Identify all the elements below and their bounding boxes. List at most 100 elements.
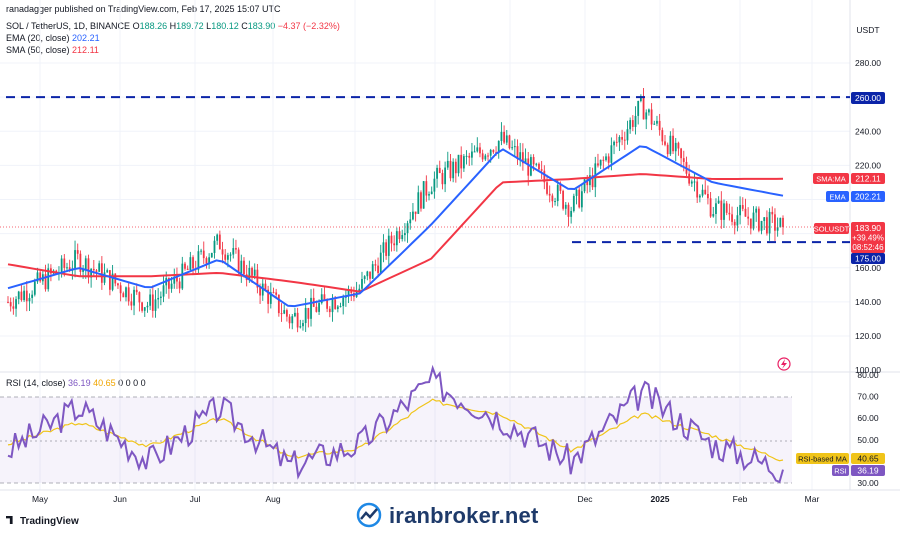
time-tick-label: May [32,494,49,504]
tv-logo-text: TradingView [20,516,79,527]
candle-body [181,263,184,289]
candle-body [342,297,345,307]
candle-body [648,109,650,113]
price-axis[interactable]: 280.00 240.00 220.00 160.00 140.00 120.00 100.… [855,58,881,375]
candle-body [420,192,422,209]
time-tick-label: Jul [190,494,201,504]
symbol-legend[interactable]: SOL / TetherUS, 1D, BINANCE O188.26 H189… [6,21,340,32]
open-value: 188.26 [139,21,168,31]
candle-body [489,149,492,156]
rsi-legend-label: RSI (14, close) [6,378,66,388]
candle-body [256,269,259,288]
candle-body [47,268,50,290]
candle-body [363,276,366,279]
candle-body [680,148,682,159]
candle-body [347,289,350,296]
candle-body [615,141,618,143]
candle-body [452,161,455,179]
candle-body [532,157,535,165]
candle-body [339,306,342,308]
rsi-ma-line [7,398,784,462]
sma-legend[interactable]: SMA (50, close) 212.11 [6,45,99,56]
candle-body [782,217,784,227]
price-tick-label: 280.00 [855,58,881,68]
candle-body [79,253,82,272]
candle-body [492,149,495,153]
ema-tag-value: 202.21 [855,192,881,202]
candle-body [248,267,251,281]
rsi-tag-value: 36.19 [857,466,879,476]
candle-body [519,152,522,160]
candle-body [755,208,758,213]
candle-body [672,135,674,152]
candle-body [398,231,401,240]
candle-body [9,302,12,307]
rsi-tick-label: 50.00 [857,435,879,445]
candle-body [505,135,508,143]
candle-body [653,123,656,125]
low-value: 180.12 [211,21,239,31]
candle-body [556,184,559,202]
candle-body [125,287,127,298]
time-tick-label: Aug [265,494,280,504]
candle-body [715,203,717,215]
candle-body [575,189,578,196]
candle-body [441,173,444,185]
candle-body [60,258,63,274]
candle-body [629,120,632,130]
ema-tag: EMA 202.21 [826,191,885,202]
candle-body [141,302,143,311]
candle-body [551,195,554,202]
lightning-icon[interactable] [777,357,791,371]
sma-tag-value: 212.11 [855,174,881,184]
candle-body [468,155,471,158]
candle-body [221,249,224,255]
candle-body [379,252,382,274]
candle-body [481,153,484,160]
candle-body [382,242,385,253]
change-value: −4.37 (−2.32%) [277,21,340,31]
candle-body [631,120,634,127]
time-axis[interactable]: May Jun Jul Aug Dec 2025 Feb Mar [32,494,820,504]
published-note: ranadagger published on TradingView.com,… [6,4,281,14]
candle-body [414,211,417,214]
candle-body [760,220,763,231]
ema-tag-label: EMA [829,193,845,202]
candle-body [369,271,371,279]
candle-body [393,243,396,246]
price-tag-260-text: 260.00 [855,93,881,103]
price-tick-label: 100.00 [855,365,881,375]
candle-body [583,179,586,192]
candle-body [621,137,624,140]
candle-body [95,270,98,272]
candle-body [127,287,130,302]
candle-body [516,146,519,160]
rsi-legend[interactable]: RSI (14, close) 36.19 40.65 0 0 0 0 [6,378,146,389]
candle-body [184,263,186,269]
ema-line [7,145,784,308]
candle-body [605,156,607,161]
candle-body [613,141,615,146]
candle-body [567,204,570,217]
rsi-legend-ma-value: 40.65 [93,378,116,388]
candle-body [82,269,84,272]
tradingview-logo[interactable]: TradingView [6,516,79,527]
candle-body [68,267,71,271]
candle-body [720,200,723,220]
candle-body [682,158,685,162]
candle-body [586,179,589,186]
candle-body [674,142,677,152]
rsi-tick-label: 30.00 [857,478,879,488]
sma-tag-label: SMA:MA [816,175,846,184]
candle-body [462,156,465,169]
candle-body [167,278,170,289]
rsi-axis[interactable]: 80.00 70.00 60.00 50.00 30.00 [857,370,879,488]
candle-body [540,169,543,171]
candle-body [90,268,93,278]
candle-body [84,258,87,270]
ema-legend[interactable]: EMA (20, close) 202.21 [6,33,100,44]
candle-body [20,291,23,301]
candle-body [744,208,747,217]
candle-body [535,163,538,165]
